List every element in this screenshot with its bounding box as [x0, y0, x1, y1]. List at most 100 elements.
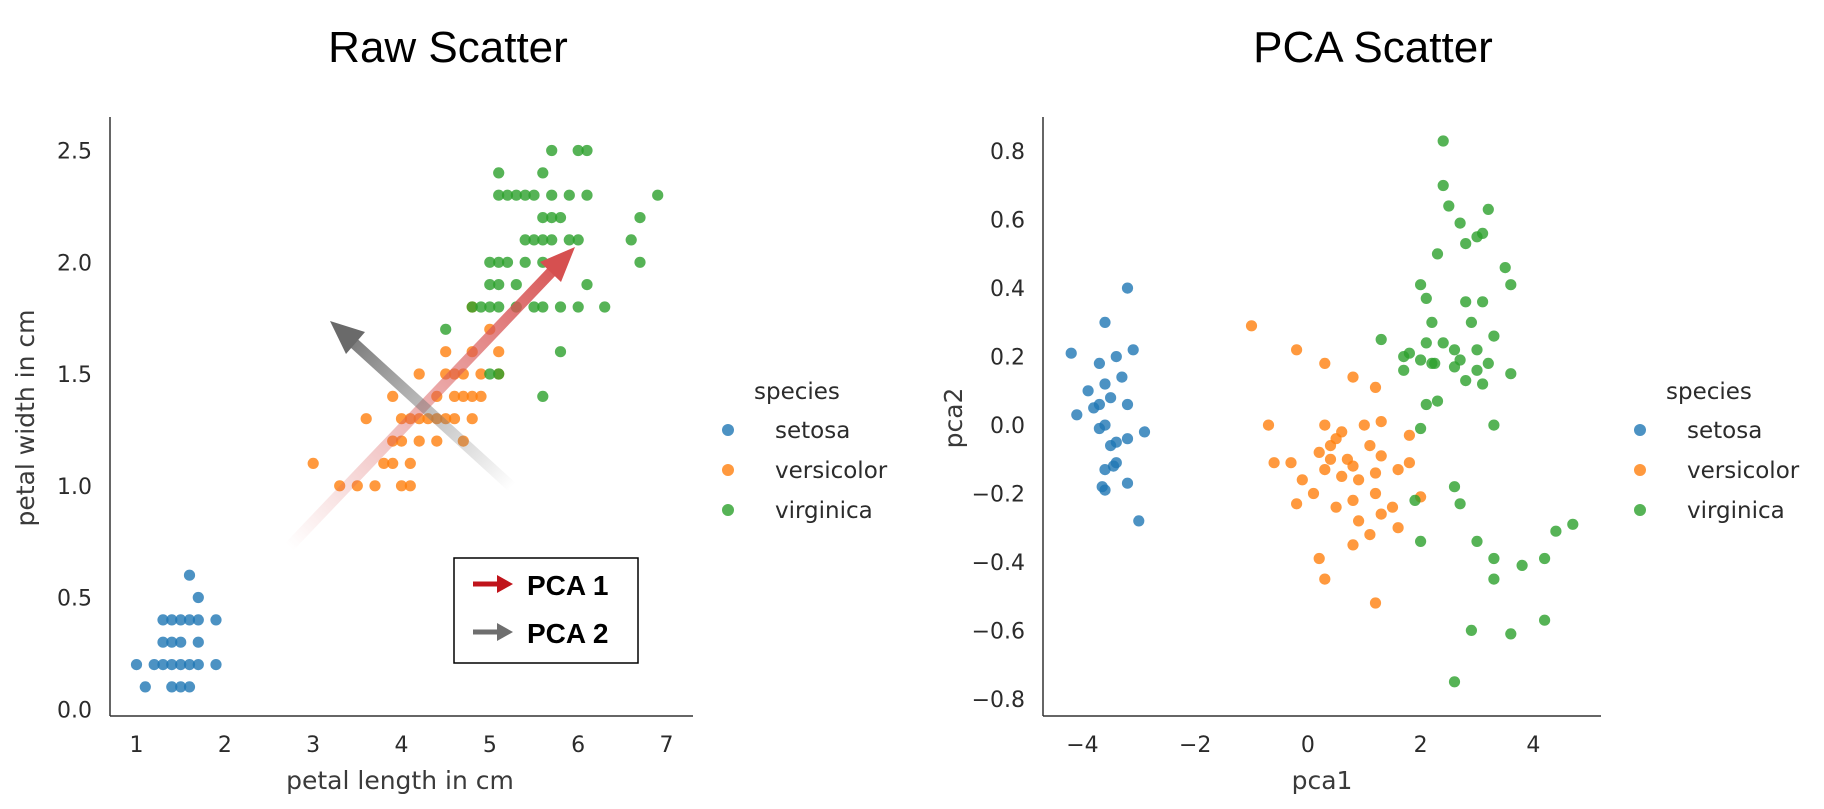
pca-point-versicolor — [1330, 433, 1342, 445]
pca-point-virginica — [1516, 559, 1528, 572]
raw-point-virginica — [554, 301, 567, 313]
pca-point-versicolor — [1392, 464, 1404, 476]
raw-x-tick-label: 2 — [218, 733, 232, 758]
raw-y-tick-label: 2.5 — [57, 140, 92, 165]
pca-point-virginica — [1429, 357, 1441, 369]
raw-point-virginica — [528, 234, 540, 246]
pca-point-virginica — [1460, 375, 1472, 387]
pca-point-versicolor — [1375, 416, 1387, 428]
raw-point-virginica — [440, 323, 452, 335]
raw-point-versicolor — [360, 413, 372, 425]
raw-point-setosa — [148, 659, 160, 671]
raw-point-virginica — [493, 279, 505, 291]
pca-point-setosa — [1071, 409, 1083, 421]
pca-point-versicolor — [1403, 457, 1415, 469]
raw-point-setosa — [166, 614, 178, 626]
pca-x-ticks: −4 −2 0 2 4 — [1066, 733, 1540, 758]
pca-y-tick-label: 0.6 — [990, 209, 1025, 234]
pca-point-versicolor — [1319, 419, 1331, 431]
raw-point-setosa — [183, 681, 196, 693]
pca-point-versicolor — [1313, 552, 1325, 565]
raw-species-legend: species setosa versicolor virginica — [722, 379, 888, 524]
raw-point-virginica — [546, 144, 558, 157]
raw-point-virginica — [528, 189, 540, 201]
raw-point-virginica — [493, 301, 505, 313]
pca-x-tick-label: −2 — [1179, 733, 1211, 758]
pca-point-versicolor — [1319, 357, 1331, 369]
pca-legend-title: species — [1666, 379, 1752, 405]
pca-point-setosa — [1099, 464, 1111, 476]
pca-legend-marker-virginica — [1634, 504, 1646, 516]
raw-point-virginica — [501, 189, 514, 201]
raw-point-setosa — [192, 614, 204, 626]
pca2-arrow-head — [330, 321, 365, 354]
pca-point-versicolor — [1262, 419, 1275, 431]
pca-point-setosa — [1093, 357, 1105, 369]
pca-point-setosa — [1121, 433, 1134, 445]
raw-point-setosa — [183, 614, 196, 626]
pca-point-versicolor — [1353, 474, 1365, 486]
pca-point-setosa — [1096, 481, 1108, 493]
pca-point-versicolor — [1319, 573, 1331, 585]
pca-point-virginica — [1567, 518, 1579, 530]
pca-point-virginica — [1482, 203, 1494, 215]
pca-y-tick-label: 0.2 — [990, 346, 1025, 371]
pca-point-virginica — [1477, 378, 1489, 390]
pca-arrows — [285, 247, 575, 551]
raw-point-versicolor — [475, 390, 487, 402]
pca-point-setosa — [1127, 344, 1139, 356]
raw-point-setosa — [183, 569, 196, 581]
pca-point-versicolor — [1347, 494, 1359, 506]
pca-point-versicolor — [1291, 498, 1303, 510]
raw-point-virginica — [501, 256, 514, 268]
pca-point-virginica — [1415, 422, 1427, 435]
pca-legend-versicolor: versicolor — [1687, 458, 1800, 484]
pca-point-virginica — [1420, 292, 1432, 304]
pca-x-tick-label: −4 — [1066, 733, 1098, 758]
pca-point-virginica — [1465, 624, 1477, 637]
pca1-legend-label: PCA 1 — [527, 570, 608, 601]
raw-point-virginica — [546, 189, 558, 201]
raw-point-setosa — [157, 659, 169, 671]
pca-point-virginica — [1488, 330, 1500, 342]
pca-point-versicolor — [1375, 450, 1387, 462]
raw-point-virginica — [554, 346, 567, 358]
pca-y-tick-label: −0.8 — [972, 688, 1025, 713]
pca-point-setosa — [1107, 460, 1120, 472]
raw-point-setosa — [192, 636, 204, 648]
pca-point-versicolor — [1353, 515, 1365, 527]
pca-species-legend: species setosa versicolor virginica — [1634, 379, 1800, 524]
pca-point-setosa — [1121, 282, 1134, 294]
pca-point-virginica — [1448, 481, 1461, 493]
pca-point-versicolor — [1347, 371, 1359, 383]
raw-point-setosa — [192, 659, 204, 671]
pca-y-tick-label: −0.6 — [972, 619, 1025, 644]
pca-point-virginica — [1448, 361, 1461, 373]
pca-point-virginica — [1505, 368, 1517, 380]
pca-point-virginica — [1454, 498, 1466, 510]
raw-y-tick-label: 0.5 — [57, 587, 92, 612]
raw-point-virginica — [581, 189, 593, 201]
pca-point-setosa — [1105, 440, 1117, 452]
raw-point-setosa — [166, 659, 178, 671]
raw-point-virginica — [563, 189, 575, 201]
pca-point-virginica — [1539, 614, 1551, 626]
pca-point-versicolor — [1347, 539, 1359, 551]
pca-point-virginica — [1454, 217, 1466, 229]
raw-point-virginica — [581, 144, 593, 157]
raw-point-versicolor — [387, 390, 399, 402]
pca-x-tick-label: 0 — [1301, 733, 1315, 758]
raw-x-tick-label: 5 — [483, 733, 497, 758]
pca-point-setosa — [1121, 398, 1134, 411]
raw-y-tick-label: 2.0 — [57, 251, 92, 276]
raw-point-setosa — [157, 636, 169, 648]
pca-y-ticks: −0.8 −0.6 −0.4 −0.2 0.0 0.2 0.4 0.6 0.8 — [972, 140, 1025, 713]
pca-point-versicolor — [1245, 320, 1258, 332]
pca-point-versicolor — [1307, 487, 1320, 500]
pca-point-virginica — [1437, 135, 1449, 147]
pca2-arrow-shaft — [341, 330, 516, 492]
pca1-arrow-head — [540, 247, 575, 282]
raw-point-virginica — [493, 368, 505, 380]
pca-y-tick-label: 0.8 — [990, 140, 1025, 165]
raw-point-setosa — [157, 614, 169, 626]
